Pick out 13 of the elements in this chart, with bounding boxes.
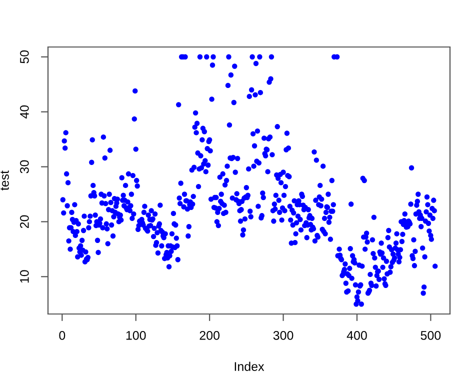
y-tick-label: 40 bbox=[20, 105, 29, 118]
x-tick-label: 200 bbox=[200, 330, 220, 340]
y-axis-title: test bbox=[0, 170, 9, 190]
x-tick-label: 100 bbox=[126, 330, 146, 340]
x-tick-label: 300 bbox=[273, 330, 294, 340]
x-axis-title: Index bbox=[234, 362, 264, 371]
y-tick-label: 50 bbox=[20, 50, 29, 64]
x-tick-label: 400 bbox=[346, 330, 367, 340]
x-tick-label: 500 bbox=[420, 330, 441, 340]
y-tick-label: 30 bbox=[20, 160, 29, 174]
y-tick-label: 10 bbox=[20, 270, 29, 283]
x-tick-label: 0 bbox=[59, 330, 66, 340]
y-tick-label: 20 bbox=[20, 215, 29, 228]
